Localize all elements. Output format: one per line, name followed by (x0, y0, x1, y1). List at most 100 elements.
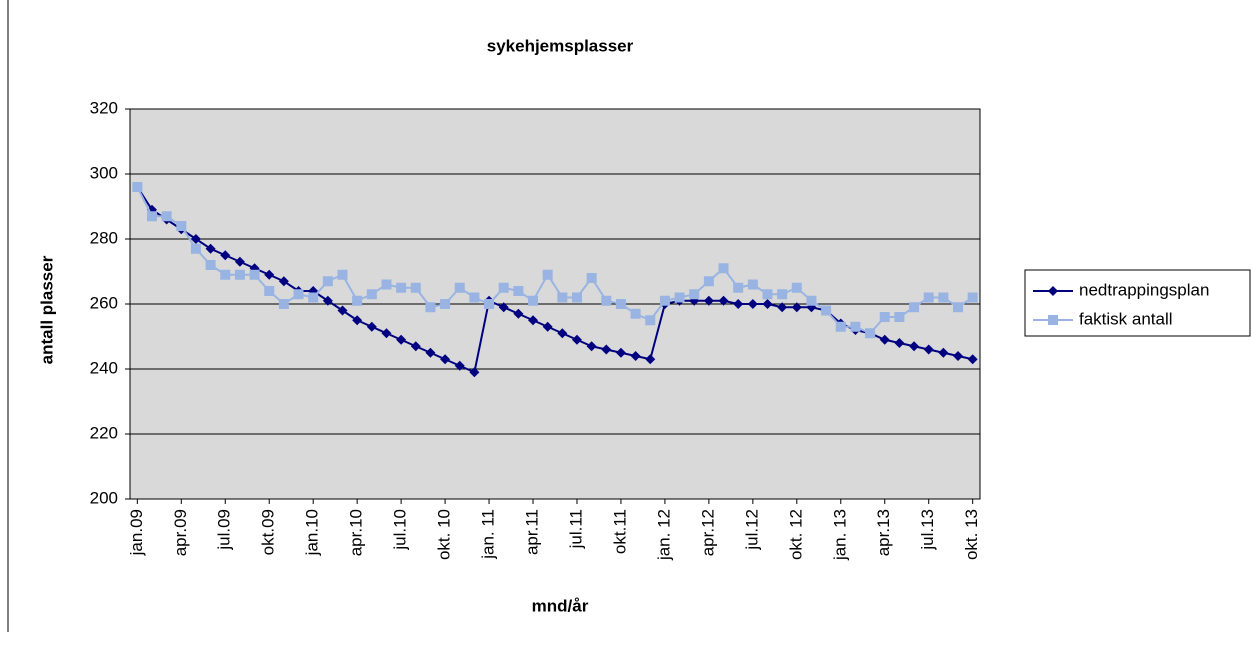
data-point (967, 354, 978, 365)
y-tick-label: 240 (90, 358, 118, 377)
data-point (586, 273, 597, 283)
data-point (322, 276, 333, 287)
legend-label: faktisk antall (1079, 309, 1173, 328)
data-point (967, 292, 978, 303)
data-point (718, 295, 729, 306)
series-line (136, 186, 974, 335)
data-point (513, 286, 524, 296)
data-point (659, 295, 670, 306)
data-point (528, 315, 539, 326)
x-tick-label: okt.09 (259, 509, 278, 555)
data-point (396, 334, 407, 345)
data-point (601, 344, 612, 355)
data-point (264, 269, 275, 280)
x-tick-label: jan.09 (127, 509, 146, 556)
x-tick-label: apr.10 (347, 509, 366, 556)
data-point (835, 321, 846, 332)
data-point (747, 279, 758, 290)
data-point (278, 276, 289, 287)
data-point (381, 279, 392, 290)
data-point (484, 299, 495, 309)
data-point (747, 299, 758, 309)
data-point (601, 295, 612, 306)
data-point (410, 282, 421, 293)
data-point (234, 269, 245, 280)
x-tick-label: apr.13 (874, 509, 893, 556)
data-point (454, 360, 465, 371)
y-axis-title: antall plasser (37, 255, 56, 364)
data-point (264, 286, 275, 296)
x-tick-label: jul.11 (566, 509, 585, 549)
data-point (205, 243, 216, 254)
data-point (630, 351, 641, 361)
data-point (190, 234, 201, 244)
data-point (440, 299, 451, 309)
data-point (498, 282, 509, 293)
data-point (205, 260, 216, 270)
data-point (381, 328, 392, 339)
legend-box (1024, 269, 1251, 337)
x-tick-label: jan. 12 (654, 509, 673, 561)
x-tick-label: apr.12 (698, 509, 717, 556)
data-point (938, 292, 949, 303)
data-point (322, 295, 333, 306)
data-point (220, 269, 231, 280)
data-point (718, 263, 729, 274)
data-point (953, 302, 964, 313)
data-point (894, 338, 905, 348)
data-point (762, 289, 773, 300)
data-point (425, 302, 436, 313)
data-point (777, 302, 788, 313)
data-point (791, 302, 802, 313)
data-point (909, 341, 920, 352)
data-point (865, 328, 876, 339)
x-axis-title: mnd/år (532, 596, 589, 615)
y-tick-label: 220 (90, 423, 118, 442)
data-point (498, 302, 509, 313)
data-point (777, 289, 788, 300)
data-point (410, 341, 421, 352)
data-point (909, 302, 920, 313)
x-tick-label: jul.13 (918, 509, 937, 551)
y-tick-label: 200 (90, 488, 118, 507)
data-point (703, 295, 714, 306)
data-point (615, 347, 626, 358)
data-point (513, 308, 524, 319)
data-point (674, 292, 685, 303)
x-tick-label: apr.09 (171, 509, 190, 556)
x-tick-label: jul.10 (391, 509, 410, 551)
data-point (586, 341, 597, 352)
data-point (571, 292, 582, 303)
data-point (337, 269, 348, 280)
y-tick-label: 300 (90, 163, 118, 182)
data-point (220, 250, 231, 261)
data-point (821, 305, 832, 316)
data-point (571, 334, 582, 345)
x-tick-label: jul.12 (742, 509, 761, 551)
data-point (352, 315, 363, 326)
data-point (146, 211, 157, 222)
data-point (703, 276, 714, 287)
data-point (733, 282, 744, 293)
data-point (938, 347, 949, 358)
legend-label: nedtrappingsplan (1079, 280, 1209, 299)
data-point (469, 367, 480, 378)
data-point (161, 211, 172, 222)
x-tick-label: okt. 12 (786, 509, 805, 560)
x-tick-label: okt. 13 (962, 509, 981, 560)
y-tick-label: 260 (90, 293, 118, 312)
data-point (366, 289, 377, 300)
data-point (689, 289, 700, 300)
data-point (469, 292, 480, 303)
data-point (645, 315, 656, 326)
data-point (425, 347, 436, 358)
x-tick-label: jan. 11 (479, 509, 498, 560)
legend-marker (1048, 286, 1058, 296)
data-point (396, 282, 407, 293)
data-point (132, 182, 143, 192)
data-point (308, 292, 319, 303)
data-point (542, 269, 553, 280)
data-point (879, 334, 890, 345)
data-point (337, 305, 348, 316)
